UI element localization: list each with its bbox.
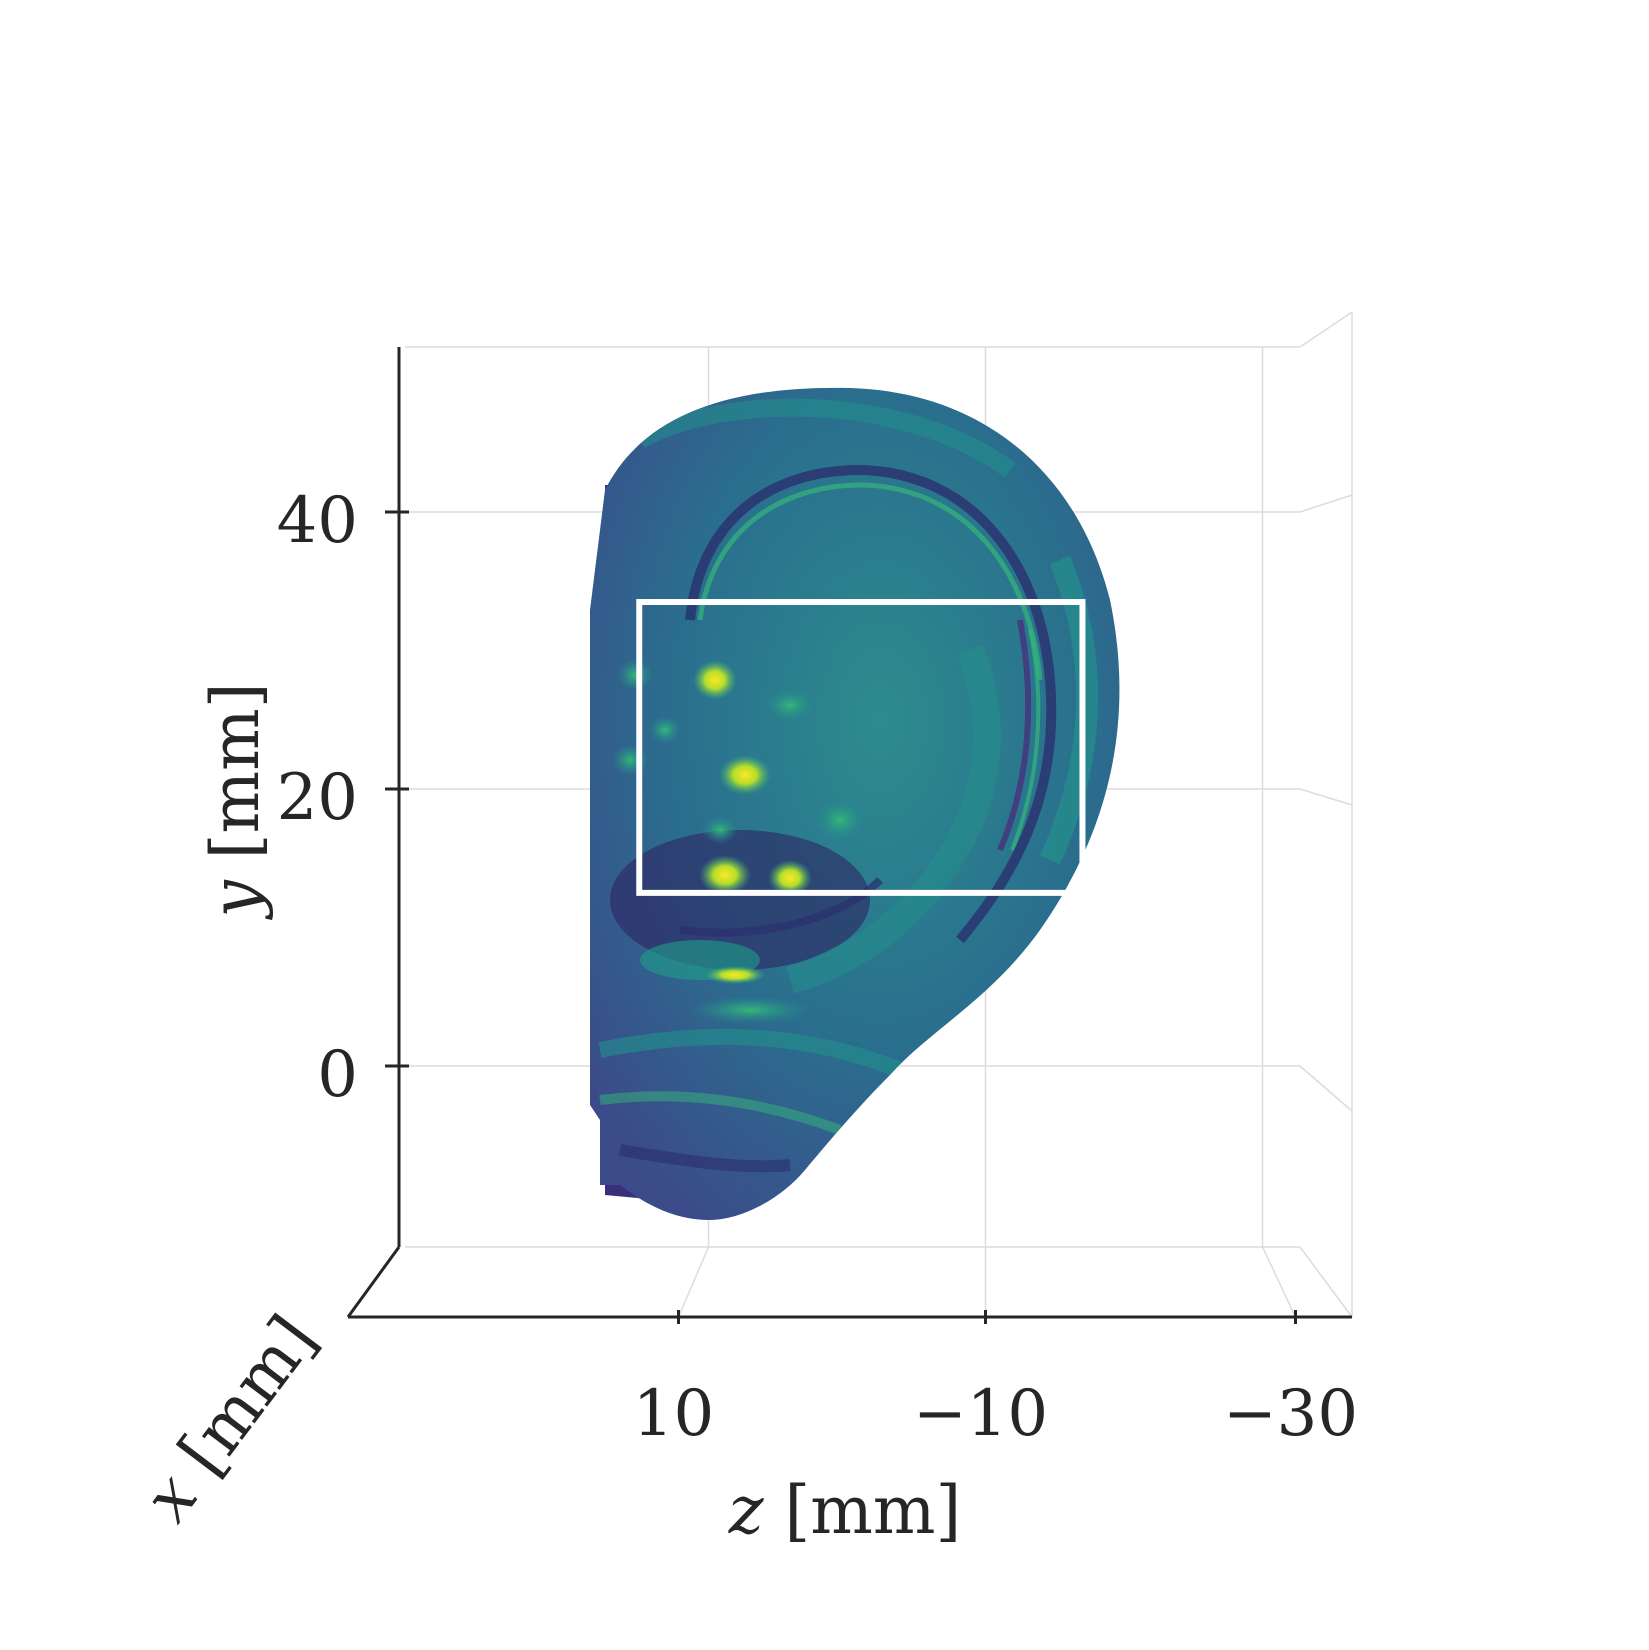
grid-bottom-right-edge bbox=[1299, 1246, 1353, 1318]
z-axis-unit: [mm] bbox=[785, 1472, 962, 1549]
y-axis-ticks: 40 20 0 bbox=[277, 484, 409, 1112]
y-side-gridline bbox=[1299, 788, 1353, 806]
axis-lines bbox=[346, 347, 1352, 1319]
x-axis-label: x [mm] bbox=[129, 1301, 332, 1535]
z-axis-var: z bbox=[728, 1472, 765, 1549]
highlight-box bbox=[636, 599, 1086, 896]
z-tick-label: −10 bbox=[913, 1377, 1048, 1451]
grid-top-right-edge bbox=[1299, 311, 1353, 348]
ear-surface bbox=[590, 387, 1120, 1221]
z-tick-label: 10 bbox=[633, 1377, 714, 1451]
y-tick-label: 0 bbox=[317, 1038, 358, 1112]
z-tick-label: −30 bbox=[1223, 1377, 1358, 1451]
y-axis-var: y bbox=[197, 879, 274, 920]
x-axis-unit: [mm] bbox=[164, 1301, 332, 1488]
y-tick-label: 20 bbox=[277, 761, 358, 835]
z-floor-gridline bbox=[677, 1246, 710, 1318]
y-tick-label: 40 bbox=[277, 484, 358, 558]
z-axis-ticks: 10 −10 −30 bbox=[633, 1310, 1358, 1451]
y-side-gridline bbox=[1299, 494, 1353, 513]
y-axis-unit: [mm] bbox=[197, 683, 274, 860]
y-side-gridline bbox=[1299, 1065, 1353, 1112]
z-axis-label: z [mm] bbox=[728, 1472, 961, 1549]
z-floor-gridline bbox=[1261, 1246, 1297, 1318]
y-axis-label: y [mm] bbox=[197, 683, 274, 921]
